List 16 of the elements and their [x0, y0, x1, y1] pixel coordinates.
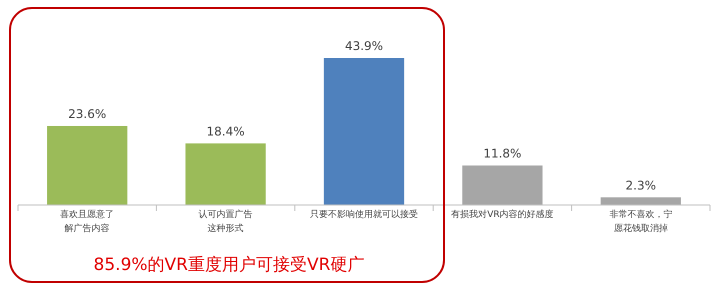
bar [47, 126, 128, 205]
x-tick-label: 非常不喜欢，宁愿花钱取消掉 [609, 209, 672, 234]
bar [600, 197, 681, 205]
x-tick-label: 喜欢且愿意了解广告内容 [60, 209, 114, 234]
bar [185, 143, 266, 205]
x-tick-label: 有损我对VR内容的好感度 [451, 209, 554, 220]
data-label: 18.4% [206, 124, 245, 138]
x-tick-label: 认可内置广告这种形式 [198, 209, 253, 234]
bar [324, 58, 404, 205]
data-label: 2.3% [626, 178, 656, 192]
x-tick-label: 只要不影响使用就可以接受 [310, 209, 418, 220]
data-label: 23.6% [68, 106, 106, 121]
data-label: 11.8% [483, 146, 522, 160]
bar [462, 165, 543, 205]
text: 85.9%的VR重度用户可接受VR硬广 [94, 255, 364, 275]
data-label: 43.9% [344, 39, 384, 53]
